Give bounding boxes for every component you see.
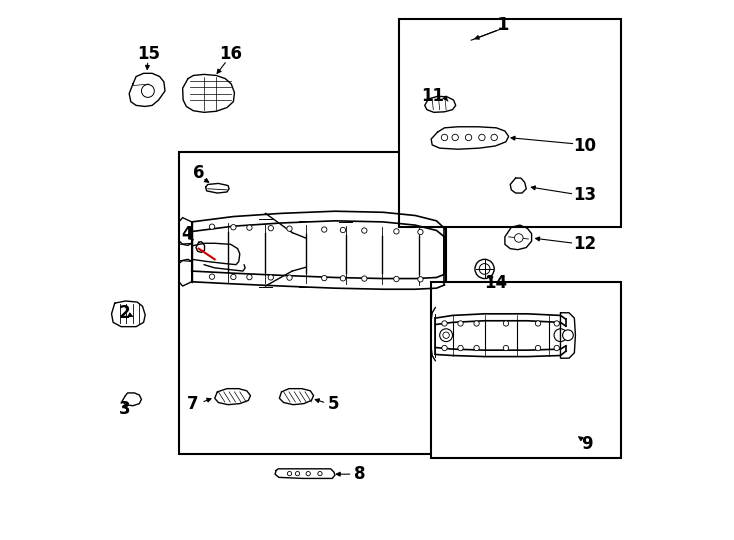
Circle shape [321, 227, 327, 232]
Text: 16: 16 [219, 45, 242, 63]
Circle shape [515, 234, 523, 242]
Circle shape [295, 471, 299, 476]
Circle shape [142, 85, 154, 97]
Circle shape [318, 471, 322, 476]
Circle shape [341, 227, 346, 233]
Circle shape [504, 346, 509, 350]
Circle shape [504, 321, 509, 326]
Circle shape [479, 134, 485, 140]
Circle shape [562, 330, 573, 341]
Circle shape [452, 134, 459, 140]
Text: 3: 3 [119, 400, 130, 418]
Circle shape [442, 346, 447, 350]
Text: 7: 7 [187, 395, 199, 413]
Circle shape [474, 321, 479, 326]
Circle shape [465, 134, 472, 140]
Text: 13: 13 [573, 186, 597, 204]
Circle shape [418, 276, 423, 282]
Circle shape [443, 332, 449, 339]
Circle shape [440, 329, 453, 342]
Bar [399, 19, 621, 227]
Circle shape [268, 226, 274, 231]
Circle shape [362, 276, 367, 281]
Circle shape [458, 321, 463, 326]
Circle shape [554, 346, 559, 350]
Text: 1: 1 [497, 16, 509, 34]
Circle shape [393, 229, 399, 234]
Circle shape [491, 134, 498, 140]
Text: 10: 10 [573, 137, 597, 155]
Text: 12: 12 [573, 235, 597, 253]
Bar [179, 152, 446, 454]
Circle shape [418, 230, 423, 235]
Circle shape [209, 224, 214, 230]
Circle shape [230, 274, 236, 280]
Circle shape [287, 226, 292, 231]
Bar [431, 282, 621, 458]
Circle shape [475, 259, 494, 279]
Circle shape [554, 321, 559, 326]
Circle shape [209, 274, 214, 279]
Text: 5: 5 [327, 395, 339, 413]
Circle shape [535, 321, 541, 326]
Circle shape [393, 276, 399, 282]
Circle shape [442, 321, 447, 326]
Circle shape [268, 275, 274, 280]
Circle shape [230, 225, 236, 230]
Text: 15: 15 [137, 45, 161, 63]
Circle shape [535, 346, 541, 350]
Circle shape [306, 471, 310, 476]
Text: 4: 4 [181, 225, 193, 242]
Text: 14: 14 [484, 274, 507, 292]
Text: 2: 2 [119, 304, 130, 322]
Circle shape [247, 274, 252, 280]
Text: 11: 11 [421, 87, 445, 105]
Circle shape [458, 346, 463, 350]
Circle shape [247, 225, 252, 231]
Circle shape [341, 275, 346, 281]
Circle shape [554, 329, 567, 342]
Text: 6: 6 [193, 164, 204, 182]
Circle shape [321, 275, 327, 281]
Circle shape [362, 228, 367, 233]
Circle shape [288, 471, 291, 476]
Circle shape [441, 134, 448, 140]
Circle shape [287, 275, 292, 280]
Text: 9: 9 [581, 435, 593, 453]
Text: 8: 8 [355, 465, 366, 483]
Circle shape [479, 264, 490, 274]
Circle shape [474, 346, 479, 350]
